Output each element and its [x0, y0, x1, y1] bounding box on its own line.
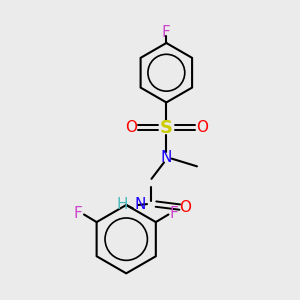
Text: N: N: [134, 197, 146, 212]
Text: N: N: [161, 150, 172, 165]
Text: F: F: [170, 206, 179, 220]
Text: F: F: [162, 25, 171, 40]
Text: O: O: [125, 120, 137, 135]
Text: F: F: [74, 206, 82, 220]
Text: S: S: [160, 119, 173, 137]
Text: O: O: [179, 200, 191, 215]
Text: O: O: [196, 120, 208, 135]
Text: H: H: [117, 197, 128, 212]
